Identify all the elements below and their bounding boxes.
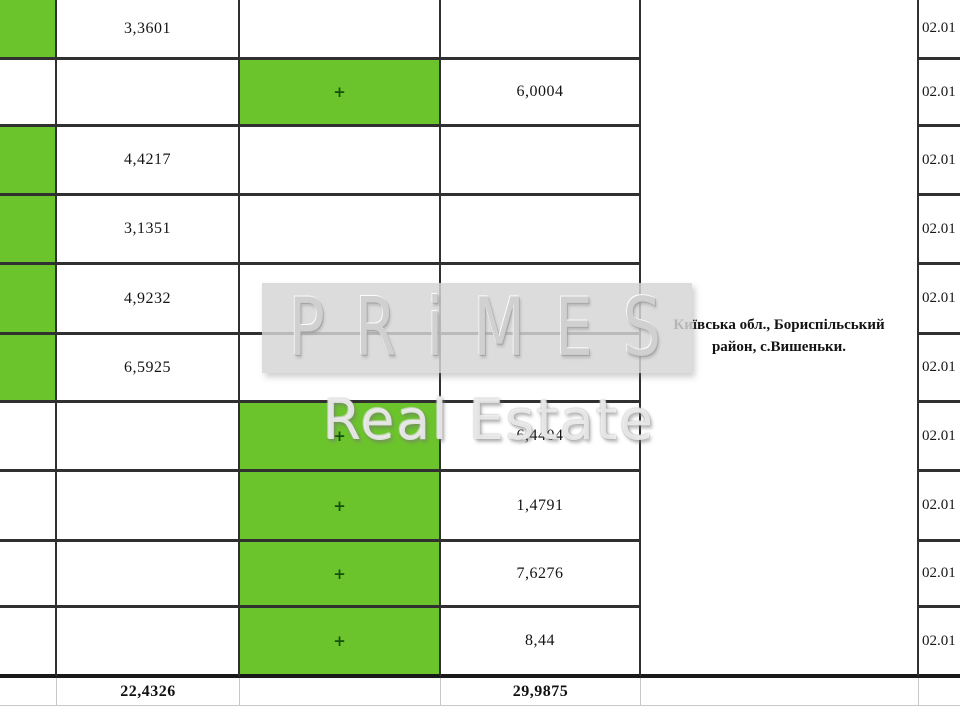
code-cell: 02.01 [919,0,960,60]
watermark-subtitle: Real Estate [323,388,656,452]
plus-marker-cell: + [240,608,441,678]
status-cell [0,127,57,196]
totals-right-spacer [919,678,960,706]
plus-icon: + [333,564,346,583]
area-value-cell: 8,44 [441,608,641,678]
totals-left-spacer [0,678,57,706]
area-value-cell [57,542,240,608]
area-value-cell [57,608,240,678]
plus-marker-cell [240,127,441,196]
status-cell [0,0,57,60]
plus-marker-cell [240,196,441,265]
area-value-cell [57,403,240,472]
totals-spacer [641,678,919,706]
area-value-cell: 7,6276 [441,542,641,608]
code-cell: 02.01 [919,403,960,472]
area-value-cell [57,472,240,542]
plus-marker-cell [240,0,441,60]
plus-marker-cell: + [240,472,441,542]
code-cell: 02.01 [919,472,960,542]
status-cell [0,265,57,335]
code-cell: 02.01 [919,60,960,127]
status-cell [0,472,57,542]
area-value-cell: 1,4791 [441,472,641,542]
code-cell: 02.01 [919,196,960,265]
watermark-brand-logo: PRiMES [288,281,691,374]
plus-marker-cell: + [240,542,441,608]
area-value-cell: 4,4217 [57,127,240,196]
status-cell [0,335,57,403]
total-area-col2: 22,4326 [57,678,240,706]
code-cell: 02.01 [919,127,960,196]
area-value-cell [57,60,240,127]
plus-icon: + [333,632,346,650]
status-cell [0,403,57,472]
area-value-cell [441,127,641,196]
code-cell: 02.01 [919,265,960,335]
area-value-cell: 3,3601 [57,0,240,60]
status-cell [0,608,57,678]
location-line1: Київська обл., Бориспільський [673,317,885,334]
code-cell: 02.01 [919,335,960,403]
plus-marker-cell: + [240,403,441,472]
location-line2: район, с.Вишеньки. [711,339,847,355]
code-cell: 02.01 [919,542,960,608]
area-value-cell [441,196,641,265]
totals-spacer [240,678,441,706]
watermark-box: PRiMES [262,283,692,373]
area-value-cell: 6,4404 [441,403,641,472]
plus-icon: + [333,496,346,515]
plus-marker-cell: + [240,60,441,127]
total-area-col4: 29,9875 [441,678,641,706]
area-value-cell [441,0,641,60]
area-value-cell: 3,1351 [57,196,240,265]
plus-icon: + [333,83,346,101]
area-value-cell: 4,9232 [57,265,240,335]
status-cell [0,542,57,608]
status-cell [0,196,57,265]
area-value-cell: 6,5925 [57,335,240,403]
status-cell [0,60,57,127]
plus-icon: + [333,427,346,445]
area-value-cell: 6,0004 [441,60,641,127]
code-cell: 02.01 [919,608,960,678]
